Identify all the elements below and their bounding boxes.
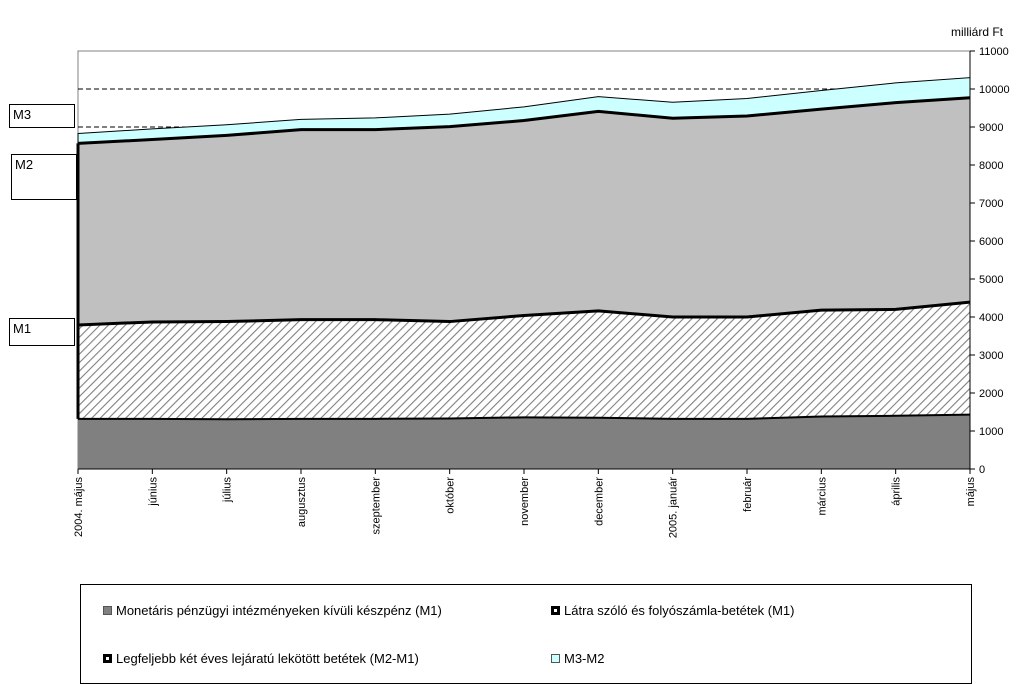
unit-label: milliárd Ft (951, 25, 1004, 39)
m2-label-text: M2 (15, 157, 34, 172)
legend-label-m3m2: M3-M2 (564, 651, 605, 666)
x-tick-label-8: 2005. január (668, 477, 680, 538)
line-m1-total (77, 300, 971, 327)
legend-label-time: Legfeljebb két éves lejáratú lekötött be… (116, 651, 419, 666)
x-tick-label-7: december (593, 477, 605, 526)
x-tick-label-0: 2004. május (73, 477, 85, 537)
area-cash (78, 414, 970, 469)
y-tick-label-10000: 10000 (979, 84, 1010, 96)
line-m2-total (77, 96, 971, 145)
y-tick-label-11000: 11000 (979, 46, 1009, 58)
legend-label-cash: Monetáris pénzügyi intézményeken kívüli … (116, 603, 442, 618)
legend-item-m3m2: M3-M2 (551, 651, 604, 666)
m2-label: M2 (11, 154, 77, 200)
y-tick-label-4000: 4000 (979, 312, 1003, 324)
y-tick-label-7000: 7000 (979, 198, 1003, 210)
m3-label: M3 (9, 104, 75, 128)
x-tick-label-11: április (891, 477, 903, 506)
y-tick-label-5000: 5000 (979, 274, 1003, 286)
legend-item-time: Legfeljebb két éves lejáratú lekötött be… (103, 651, 419, 666)
line-cash-top (78, 413, 971, 421)
m1-label-text: M1 (13, 321, 32, 336)
y-tick-label-9000: 9000 (979, 122, 1003, 134)
legend-swatch-time (103, 654, 112, 663)
legend-item-sight: Látra szóló és folyószámla-betétek (M1) (551, 603, 794, 618)
legend-swatch-cash (103, 606, 112, 615)
m3-label-text: M3 (13, 107, 32, 122)
legend: Monetáris pénzügyi intézményeken kívüli … (80, 584, 972, 684)
area-series (77, 77, 971, 469)
legend-item-cash: Monetáris pénzügyi intézményeken kívüli … (103, 603, 442, 618)
y-tick-label-0: 0 (979, 464, 985, 476)
x-tick-label-9: február (742, 477, 754, 512)
y-tick-label-6000: 6000 (979, 236, 1003, 248)
y-tick-label-1000: 1000 (979, 426, 1003, 438)
legend-swatch-m3m2 (551, 654, 560, 663)
stacked-area-chart: 0 1000 2000 3000 4000 5000 6000 7000 8000 9000 100… (73, 25, 1010, 538)
series-outlines (76, 96, 971, 421)
y-tick-label-8000: 8000 (979, 160, 1003, 172)
x-axis: 2004. május június július augusztus szeptemb… (73, 468, 977, 538)
x-tick-label-6: november (519, 477, 531, 526)
legend-swatch-sight (551, 606, 560, 615)
y-tick-label-3000: 3000 (979, 350, 1003, 362)
x-tick-label-3: augusztus (296, 477, 308, 528)
x-tick-label-4: szeptember (370, 477, 382, 535)
x-tick-label-10: március (816, 477, 828, 516)
x-tick-label-5: október (445, 477, 457, 514)
x-tick-label-1: június (147, 477, 159, 507)
y-axis: 0 1000 2000 3000 4000 5000 6000 7000 8000 9000 100… (969, 46, 1010, 476)
m1-label: M1 (9, 318, 75, 346)
area-sight-deposits (78, 302, 970, 420)
x-tick-label-2: július (222, 477, 234, 504)
area-time-deposits (78, 97, 970, 325)
y-tick-label-2000: 2000 (979, 388, 1003, 400)
legend-label-sight: Látra szóló és folyószámla-betétek (M1) (564, 603, 795, 618)
x-tick-label-12: május (965, 477, 977, 507)
